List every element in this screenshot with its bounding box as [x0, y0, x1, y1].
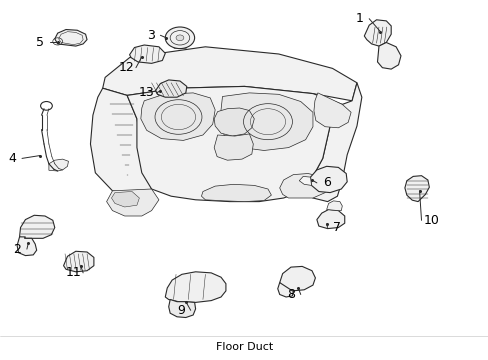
- Text: 8: 8: [286, 288, 294, 301]
- Polygon shape: [111, 192, 139, 207]
- Polygon shape: [17, 237, 37, 256]
- Polygon shape: [326, 201, 342, 211]
- Text: 2: 2: [13, 243, 21, 256]
- Polygon shape: [129, 45, 165, 63]
- Text: 6: 6: [322, 176, 330, 189]
- Polygon shape: [55, 30, 87, 46]
- Polygon shape: [214, 134, 253, 160]
- Polygon shape: [102, 47, 356, 101]
- Polygon shape: [279, 266, 315, 291]
- Text: 13: 13: [139, 86, 154, 99]
- Polygon shape: [364, 20, 390, 46]
- Polygon shape: [141, 93, 215, 140]
- Polygon shape: [172, 43, 187, 48]
- Polygon shape: [168, 300, 195, 318]
- Text: Floor Duct: Floor Duct: [215, 342, 273, 352]
- Polygon shape: [220, 93, 312, 150]
- Polygon shape: [20, 215, 55, 238]
- Polygon shape: [310, 166, 346, 193]
- Polygon shape: [313, 93, 350, 128]
- Polygon shape: [90, 88, 151, 198]
- Polygon shape: [49, 159, 68, 171]
- Polygon shape: [63, 251, 94, 272]
- Circle shape: [165, 27, 194, 49]
- Polygon shape: [279, 174, 326, 198]
- Polygon shape: [299, 176, 311, 185]
- Text: 1: 1: [355, 12, 363, 25]
- Text: 7: 7: [333, 221, 341, 234]
- Polygon shape: [155, 80, 186, 97]
- Polygon shape: [165, 272, 225, 302]
- Polygon shape: [277, 283, 293, 297]
- Polygon shape: [201, 184, 271, 202]
- Polygon shape: [106, 189, 159, 216]
- Polygon shape: [303, 83, 361, 202]
- Text: 10: 10: [423, 214, 438, 227]
- Polygon shape: [214, 108, 254, 136]
- Polygon shape: [316, 210, 344, 229]
- Text: 12: 12: [118, 61, 134, 74]
- Text: 4: 4: [8, 152, 16, 165]
- Text: 9: 9: [177, 304, 184, 317]
- Polygon shape: [127, 86, 342, 202]
- Text: 11: 11: [65, 266, 81, 279]
- Text: 5: 5: [36, 36, 44, 49]
- Circle shape: [176, 35, 183, 41]
- Polygon shape: [404, 176, 428, 202]
- Text: 3: 3: [146, 29, 154, 42]
- Polygon shape: [377, 42, 400, 69]
